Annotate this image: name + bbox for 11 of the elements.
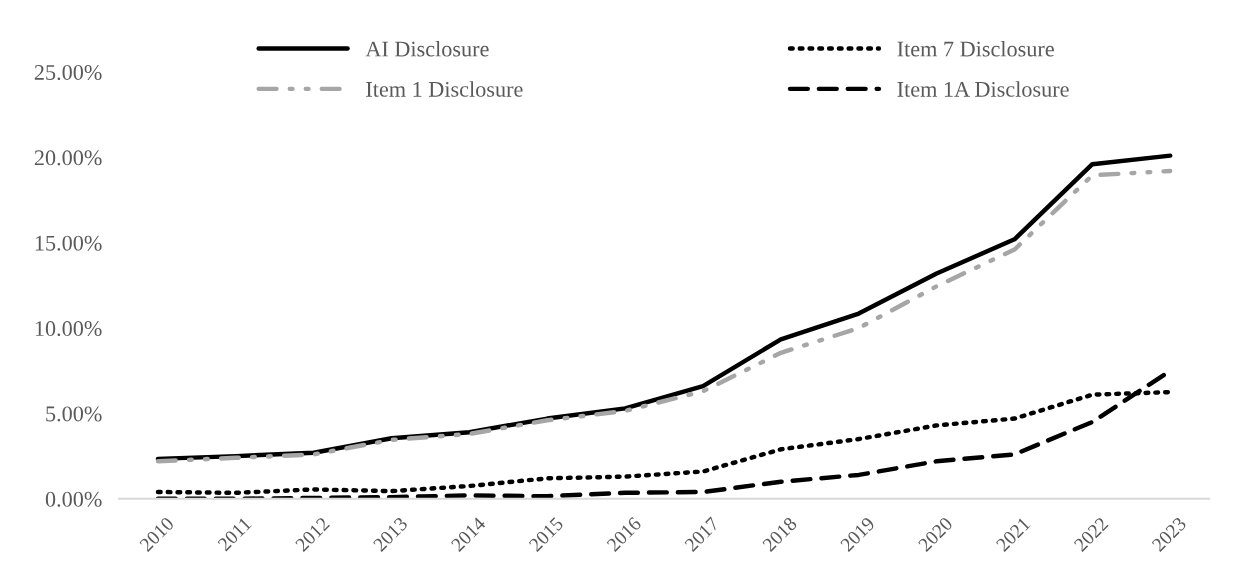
legend-label: Item 1 Disclosure [366, 81, 523, 97]
legend-label: Item 1A Disclosure [897, 81, 1069, 97]
y-tick-label: 15.00% [35, 235, 102, 251]
y-tick-label: 25.00% [34, 64, 102, 81]
legend-label: AI Disclosure [365, 40, 489, 57]
y-tick-label: 10.00% [35, 321, 102, 337]
y-tick-label: 5.00% [46, 406, 102, 422]
legend-label: Item 7 Disclosure [897, 40, 1054, 57]
y-tick-label: 0.00% [45, 491, 102, 507]
x-tick-label: 2011 [217, 516, 252, 552]
y-tick-label: 20.00% [34, 150, 102, 166]
